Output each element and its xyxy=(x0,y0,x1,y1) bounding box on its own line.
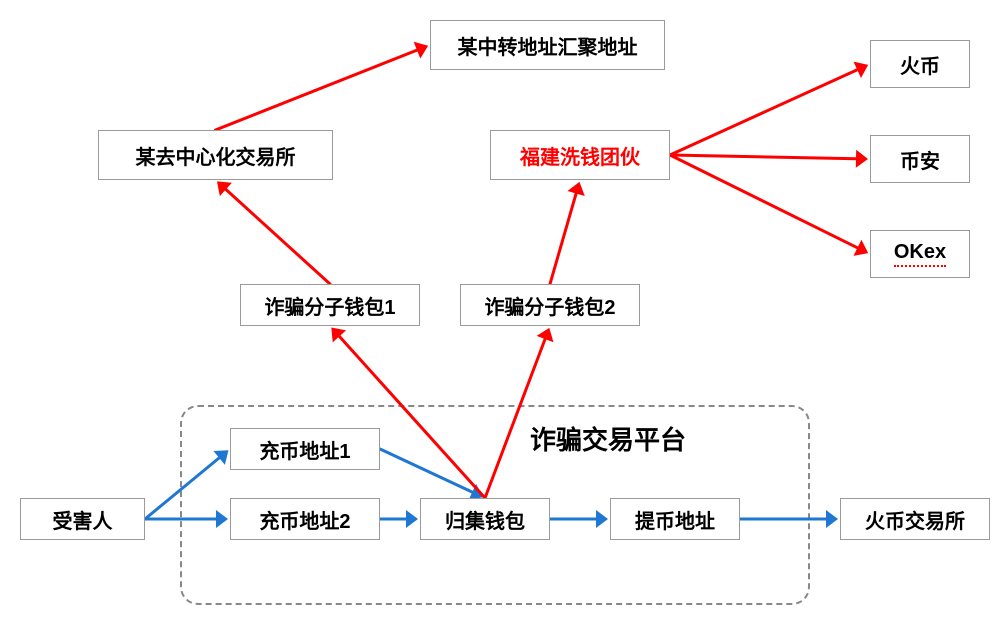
node-label: 受害人 xyxy=(53,505,113,534)
node-label: 诈骗分子钱包2 xyxy=(484,291,615,320)
node-dex: 某去中心化交易所 xyxy=(98,130,333,180)
node-label: 充币地址2 xyxy=(259,505,350,534)
node-relay: 某中转地址汇聚地址 xyxy=(430,20,665,70)
node-victim: 受害人 xyxy=(20,498,145,540)
node-scam-wallet2: 诈骗分子钱包2 xyxy=(460,284,640,326)
node-label: 某中转地址汇聚地址 xyxy=(458,31,638,60)
node-fujian: 福建洗钱团伙 xyxy=(490,130,670,180)
node-scam-wallet1: 诈骗分子钱包1 xyxy=(240,284,420,326)
node-huobi-ex: 火币交易所 xyxy=(840,498,990,540)
node-deposit1: 充币地址1 xyxy=(230,428,380,470)
node-label: 福建洗钱团伙 xyxy=(520,141,640,170)
node-label: 提币地址 xyxy=(635,505,715,534)
node-withdraw: 提币地址 xyxy=(610,498,740,540)
node-label: 归集钱包 xyxy=(445,505,525,534)
node-huobi: 火币 xyxy=(870,40,970,88)
node-label: 某去中心化交易所 xyxy=(136,141,296,170)
node-pool: 归集钱包 xyxy=(420,498,550,540)
node-label: 诈骗分子钱包1 xyxy=(264,291,395,320)
node-label: 火币 xyxy=(900,50,940,79)
node-deposit2: 充币地址2 xyxy=(230,498,380,540)
node-okex: OKex xyxy=(870,230,970,278)
node-label: 币安 xyxy=(900,145,940,174)
node-label: 充币地址1 xyxy=(259,435,350,464)
scam-platform-title: 诈骗交易平台 xyxy=(530,420,686,457)
node-label: OKex xyxy=(894,241,946,267)
node-bian: 币安 xyxy=(870,135,970,183)
node-label: 火币交易所 xyxy=(865,505,965,534)
